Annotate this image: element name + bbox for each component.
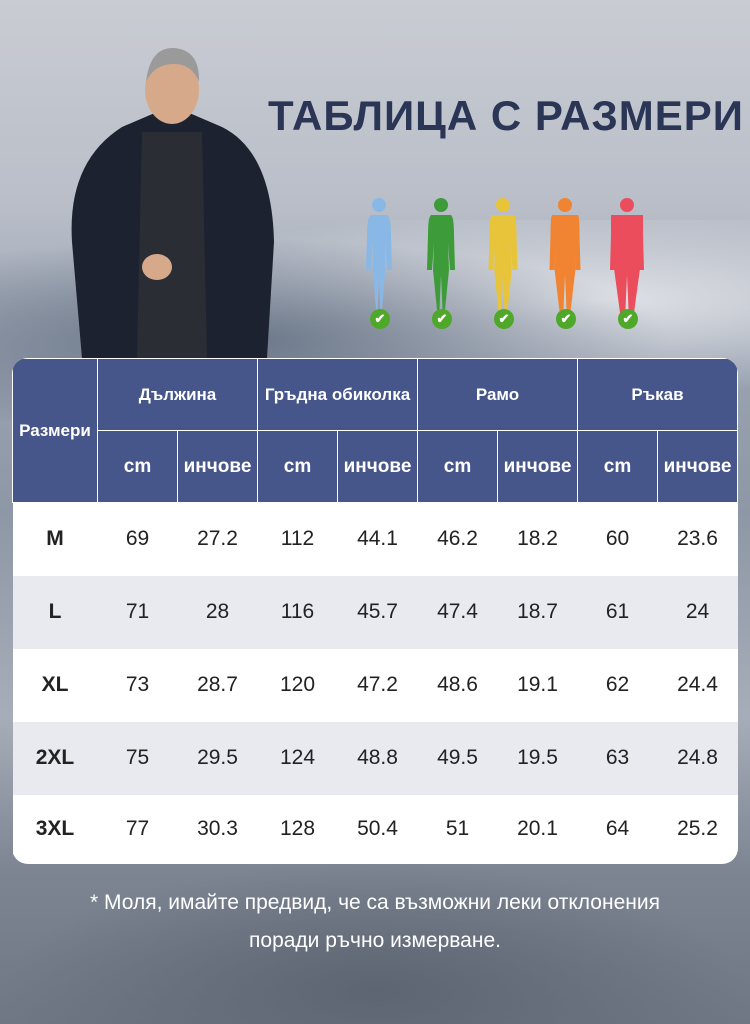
checkmark-icon: ✔: [370, 309, 390, 329]
group-header: Рамо: [417, 358, 578, 431]
value-cell: 27.2: [197, 527, 238, 551]
value-cell: 24.8: [677, 746, 718, 769]
value-cell: 19.1: [517, 673, 558, 696]
person-silhouette-icon: [488, 198, 518, 320]
person-silhouette-icon: [366, 198, 392, 320]
group-header: Ръкав: [577, 358, 738, 431]
value-cell: 23.6: [677, 527, 718, 551]
body-figure: ✔: [417, 195, 465, 329]
unit-header: инчове: [337, 430, 418, 503]
note-line: * Моля, имайте предвид, че са възможни л…: [90, 891, 660, 914]
body-figure: ✔: [541, 195, 589, 329]
value-cell: 24.4: [677, 673, 718, 696]
table-row: 3XL 77 30.3 128 50.4 51 20.1 64 25.2: [12, 794, 738, 864]
unit-header: cm: [417, 430, 498, 503]
unit-header: инчове: [657, 430, 738, 503]
measurement-note: * Моля, имайте предвид, че са възможни л…: [0, 884, 750, 960]
value-cell: 61: [605, 600, 630, 623]
value-cell: 69: [125, 527, 150, 551]
value-cell: 51: [445, 817, 470, 840]
model-photo: [71, 47, 274, 358]
group-header: Дължина: [97, 358, 258, 431]
page-title: ТАБЛИЦА С РАЗМЕРИ: [268, 92, 744, 139]
size-cell: 2XL: [35, 746, 75, 769]
value-cell: 28.7: [197, 673, 238, 696]
unit-header: cm: [257, 430, 338, 503]
value-cell: 24: [685, 600, 710, 623]
value-cell: 73: [125, 673, 150, 696]
person-silhouette-icon: [427, 198, 455, 320]
value-cell: 48.6: [437, 673, 478, 696]
value-cell: 48.8: [357, 746, 398, 769]
value-cell: 18.7: [517, 600, 558, 623]
unit-header: cm: [577, 430, 658, 503]
size-cell: 3XL: [35, 817, 75, 840]
checkmark-icon: ✔: [432, 309, 452, 329]
value-cell: 49.5: [437, 746, 478, 769]
value-cell: 120: [279, 673, 316, 696]
value-cell: 45.7: [357, 600, 398, 623]
table-row: L 71 28 116 45.7 47.4 18.7 61 24: [12, 575, 738, 649]
background-clouds: [0, 860, 750, 1024]
group-header: Гръдна обиколка: [257, 358, 418, 431]
value-cell: 64: [605, 817, 630, 840]
checkmark-icon: ✔: [494, 309, 514, 329]
value-cell: 20.1: [517, 817, 558, 840]
size-header: Размери: [12, 358, 98, 503]
value-cell: 116: [280, 600, 315, 623]
value-cell: 18.2: [517, 527, 558, 551]
value-cell: 25.2: [677, 817, 718, 840]
value-cell: 71: [125, 600, 150, 623]
value-cell: 19.5: [517, 746, 558, 769]
body-figure: ✔: [603, 195, 651, 329]
value-cell: 60: [605, 527, 630, 551]
table-row: 2XL 75 29.5 124 48.8 49.5 19.5 63 24.8: [12, 721, 738, 795]
value-cell: 30.3: [197, 817, 238, 840]
unit-header: инчове: [497, 430, 578, 503]
value-cell: 29.5: [197, 746, 238, 769]
value-cell: 77: [125, 817, 150, 840]
note-line: поради ръчно измерване.: [249, 929, 501, 952]
size-cell: M: [46, 527, 64, 551]
unit-header: инчове: [177, 430, 258, 503]
value-cell: 128: [279, 817, 316, 840]
value-cell: 47.2: [357, 673, 398, 696]
checkmark-icon: ✔: [556, 309, 576, 329]
value-cell: 47.4: [437, 600, 478, 623]
value-cell: 63: [605, 746, 630, 769]
value-cell: 112: [280, 527, 315, 551]
value-cell: 124: [279, 746, 316, 769]
value-cell: 75: [125, 746, 150, 769]
table-row: XL 73 28.7 120 47.2 48.6 19.1 62 24.4: [12, 648, 738, 722]
value-cell: 46.2: [437, 527, 478, 551]
checkmark-icon: ✔: [618, 309, 638, 329]
unit-header: cm: [97, 430, 178, 503]
person-silhouette-icon: [610, 198, 644, 320]
size-cell: XL: [41, 673, 69, 696]
value-cell: 50.4: [357, 817, 398, 840]
body-figure: ✔: [479, 195, 527, 329]
value-cell: 44.1: [357, 527, 398, 551]
size-cell: L: [48, 600, 62, 623]
size-table: Размери Дължина Гръдна обиколка Рамо Рък…: [12, 358, 738, 864]
person-silhouette-icon: [549, 198, 581, 320]
table-row: M 69 27.2 112 44.1 46.2 18.2 60 23.6: [12, 502, 738, 576]
body-type-figures: ✔ ✔ ✔ ✔ ✔: [355, 195, 651, 329]
body-figure: ✔: [355, 195, 403, 329]
value-cell: 62: [605, 673, 630, 696]
value-cell: 28: [205, 600, 230, 623]
